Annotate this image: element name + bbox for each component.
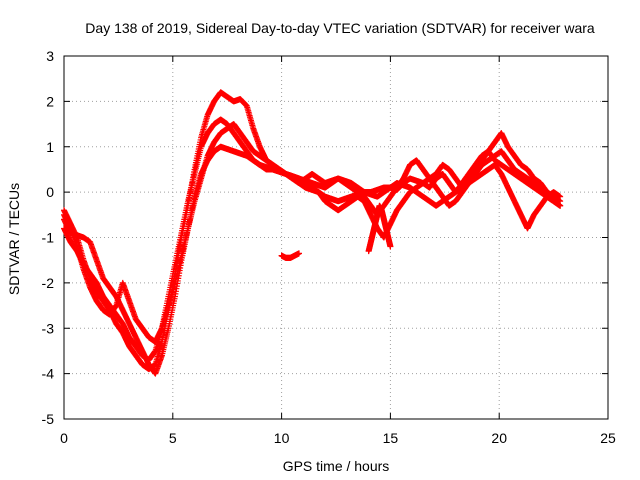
y-tick-label: -4 <box>42 366 55 382</box>
x-tick-label: 10 <box>274 430 290 446</box>
series-track-3 <box>61 144 563 377</box>
y-tick-label: -2 <box>42 275 55 291</box>
chart-title: Day 138 of 2019, Sidereal Day-to-day VTE… <box>85 20 595 36</box>
x-tick-label: 0 <box>60 430 68 446</box>
y-tick-label: 0 <box>46 184 54 200</box>
data-marks <box>61 89 563 376</box>
y-axis-label: SDTVAR / TECUs <box>6 183 22 295</box>
series-track-2 <box>61 117 563 363</box>
x-tick-label: 5 <box>169 430 177 446</box>
series-track-1 <box>61 89 563 372</box>
chart: Day 138 of 2019, Sidereal Day-to-day VTE… <box>0 0 640 480</box>
x-tick-label: 15 <box>383 430 399 446</box>
y-tick-label: 2 <box>46 93 54 109</box>
y-tick-label: -3 <box>42 320 55 336</box>
y-tick-label: 3 <box>46 48 54 64</box>
series-fragment-a <box>279 250 302 261</box>
x-tick-label: 25 <box>600 430 616 446</box>
y-tick-label: 1 <box>46 139 54 155</box>
x-tick-label: 20 <box>491 430 507 446</box>
x-axis-label: GPS time / hours <box>283 458 390 474</box>
y-tick-label: -5 <box>42 411 55 427</box>
y-tick-label: -1 <box>42 230 55 246</box>
tick-labels: 0 5 10 15 20 25 -5 -4 -3 -2 -1 0 1 2 3 <box>42 48 616 446</box>
